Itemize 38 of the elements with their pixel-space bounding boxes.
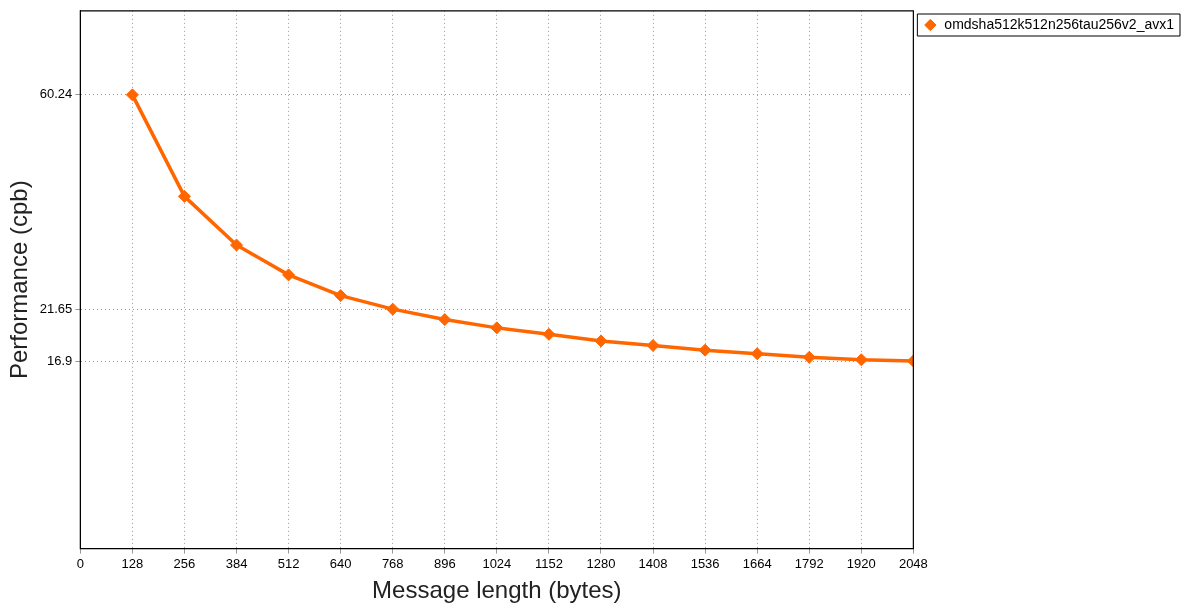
y-tick-label: 16.9 — [47, 352, 73, 368]
x-tick-label: 1280 — [586, 555, 616, 571]
x-tick-label: 896 — [433, 555, 456, 571]
x-tick-label: 256 — [173, 555, 196, 571]
x-tick-label: 1024 — [482, 555, 512, 571]
point — [542, 327, 556, 341]
x-tick-label: 1408 — [638, 555, 668, 571]
x-tick-label: 1792 — [794, 555, 824, 571]
x-tick-label: 1152 — [534, 555, 563, 571]
x-tick-label: 1920 — [846, 555, 876, 571]
x-tick-label: 512 — [277, 555, 300, 571]
point — [854, 353, 868, 367]
x-tick-label: 2048 — [898, 555, 928, 571]
point — [334, 289, 348, 303]
legend-label: omdsha512k512n256tau256v2_avx1 — [944, 15, 1175, 32]
point — [750, 347, 764, 361]
x-tick-label: 640 — [329, 555, 352, 571]
point — [125, 88, 139, 102]
x-tick-label: 768 — [381, 555, 404, 571]
point — [802, 350, 816, 364]
x-tick-label: 384 — [225, 555, 248, 571]
x-axis-title: Message length (bytes) — [372, 576, 622, 604]
point — [698, 343, 712, 357]
point — [646, 339, 660, 352]
y-axis-title: Performance (cpb) — [5, 180, 33, 380]
point — [177, 189, 191, 203]
point — [230, 238, 244, 252]
point — [438, 313, 452, 327]
y-tick-label: 21.65 — [39, 300, 73, 316]
x-tick-label: 128 — [121, 555, 144, 571]
point — [490, 321, 504, 335]
x-tick-label: 1664 — [742, 555, 772, 571]
x-tick-label: 1536 — [690, 555, 720, 571]
point — [386, 302, 400, 316]
x-tick-label: 0 — [76, 555, 84, 571]
point — [282, 268, 296, 282]
point — [594, 334, 608, 348]
y-tick-label: 60.24 — [39, 86, 73, 102]
